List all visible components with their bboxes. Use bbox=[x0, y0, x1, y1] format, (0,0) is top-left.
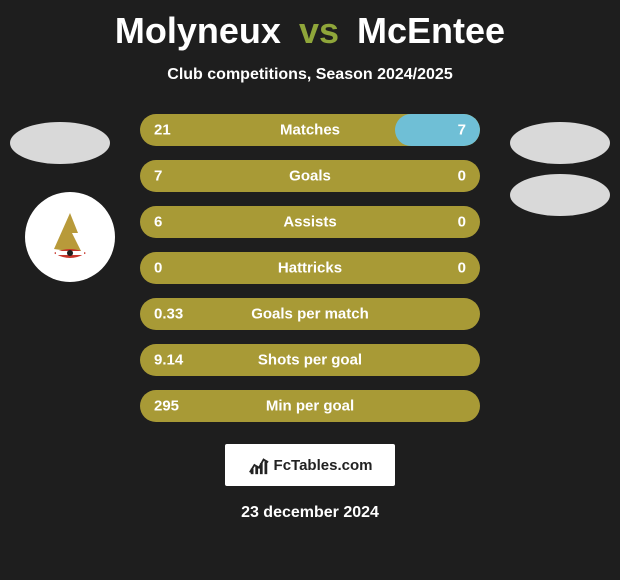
crest-icon bbox=[38, 205, 102, 269]
stat-bar: 295Min per goal bbox=[140, 390, 480, 422]
stat-bars: 21Matches77Goals06Assists00Hattricks00.3… bbox=[140, 114, 480, 422]
stat-label: Goals bbox=[140, 168, 480, 185]
player2-badge-2 bbox=[510, 174, 610, 216]
comparison-chart: 21Matches77Goals06Assists00Hattricks00.3… bbox=[0, 114, 620, 422]
player1-club-crest bbox=[25, 192, 115, 282]
stat-label: Min per goal bbox=[140, 398, 480, 415]
stat-value-right: 0 bbox=[458, 168, 466, 185]
player1-badge bbox=[10, 122, 110, 164]
vs-text: vs bbox=[299, 10, 339, 51]
player1-name: Molyneux bbox=[115, 10, 281, 51]
stat-label: Matches bbox=[140, 122, 480, 139]
stat-bar: 6Assists0 bbox=[140, 206, 480, 238]
player2-badge bbox=[510, 122, 610, 164]
date: 23 december 2024 bbox=[0, 504, 620, 522]
stat-label: Shots per goal bbox=[140, 352, 480, 369]
player2-name: McEntee bbox=[357, 10, 505, 51]
stat-value-right: 0 bbox=[458, 260, 466, 277]
fctables-text: FcTables.com bbox=[274, 457, 373, 474]
fctables-logo[interactable]: FcTables.com bbox=[225, 444, 395, 486]
stat-label: Goals per match bbox=[140, 306, 480, 323]
stat-label: Assists bbox=[140, 214, 480, 231]
subtitle: Club competitions, Season 2024/2025 bbox=[0, 66, 620, 84]
stat-bar: 0.33Goals per match bbox=[140, 298, 480, 330]
stat-value-right: 0 bbox=[458, 214, 466, 231]
stat-value-right: 7 bbox=[458, 122, 466, 139]
page-title: Molyneux vs McEntee bbox=[0, 0, 620, 52]
stat-bar: 0Hattricks0 bbox=[140, 252, 480, 284]
stat-bar: 7Goals0 bbox=[140, 160, 480, 192]
stat-label: Hattricks bbox=[140, 260, 480, 277]
chart-icon bbox=[248, 454, 270, 476]
stat-bar: 21Matches7 bbox=[140, 114, 480, 146]
stat-bar: 9.14Shots per goal bbox=[140, 344, 480, 376]
